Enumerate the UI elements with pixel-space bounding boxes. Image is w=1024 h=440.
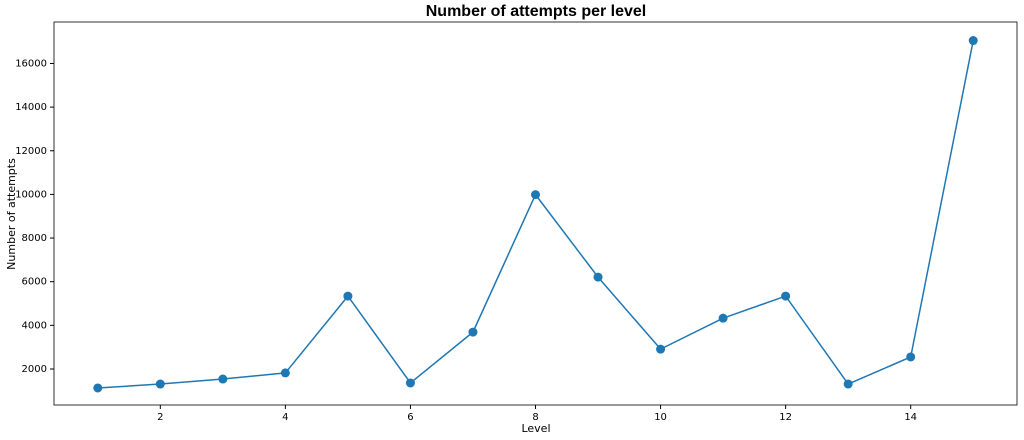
y-tick-label: 2000 (22, 364, 47, 375)
line-series (97, 40, 974, 389)
x-tick-label: 14 (904, 412, 917, 423)
point (531, 190, 540, 200)
point (843, 379, 853, 389)
y-tick-label: 4000 (22, 320, 47, 331)
x-axis-label: Level (521, 422, 550, 435)
x-tick-label: 8 (532, 412, 538, 423)
point (593, 272, 603, 282)
x-tick-label: 4 (282, 412, 288, 423)
point (343, 291, 353, 301)
point (718, 313, 728, 323)
point (155, 379, 165, 389)
point (656, 344, 666, 354)
point (280, 368, 290, 378)
plot-frame (53, 21, 1018, 406)
point (968, 36, 978, 46)
x-tick-label: 2 (157, 412, 163, 423)
point (93, 383, 103, 393)
y-tick-label: 8000 (22, 233, 47, 244)
point (781, 291, 791, 301)
y-axis-label: Number of attempts (5, 158, 18, 270)
x-tick-label: 6 (407, 412, 413, 423)
x-tick-label: 10 (654, 412, 667, 423)
point (468, 327, 478, 337)
y-tick-label: 6000 (22, 277, 47, 288)
y-tick-label: 12000 (15, 146, 47, 157)
x-tick-label: 12 (779, 412, 792, 423)
y-tick-label: 10000 (15, 189, 47, 200)
point (218, 374, 228, 384)
y-tick-label: 16000 (15, 58, 47, 69)
point (906, 352, 916, 362)
y-tick-label: 14000 (15, 102, 47, 113)
chart-title: Number of attempts per level (426, 3, 647, 20)
point (405, 378, 415, 388)
